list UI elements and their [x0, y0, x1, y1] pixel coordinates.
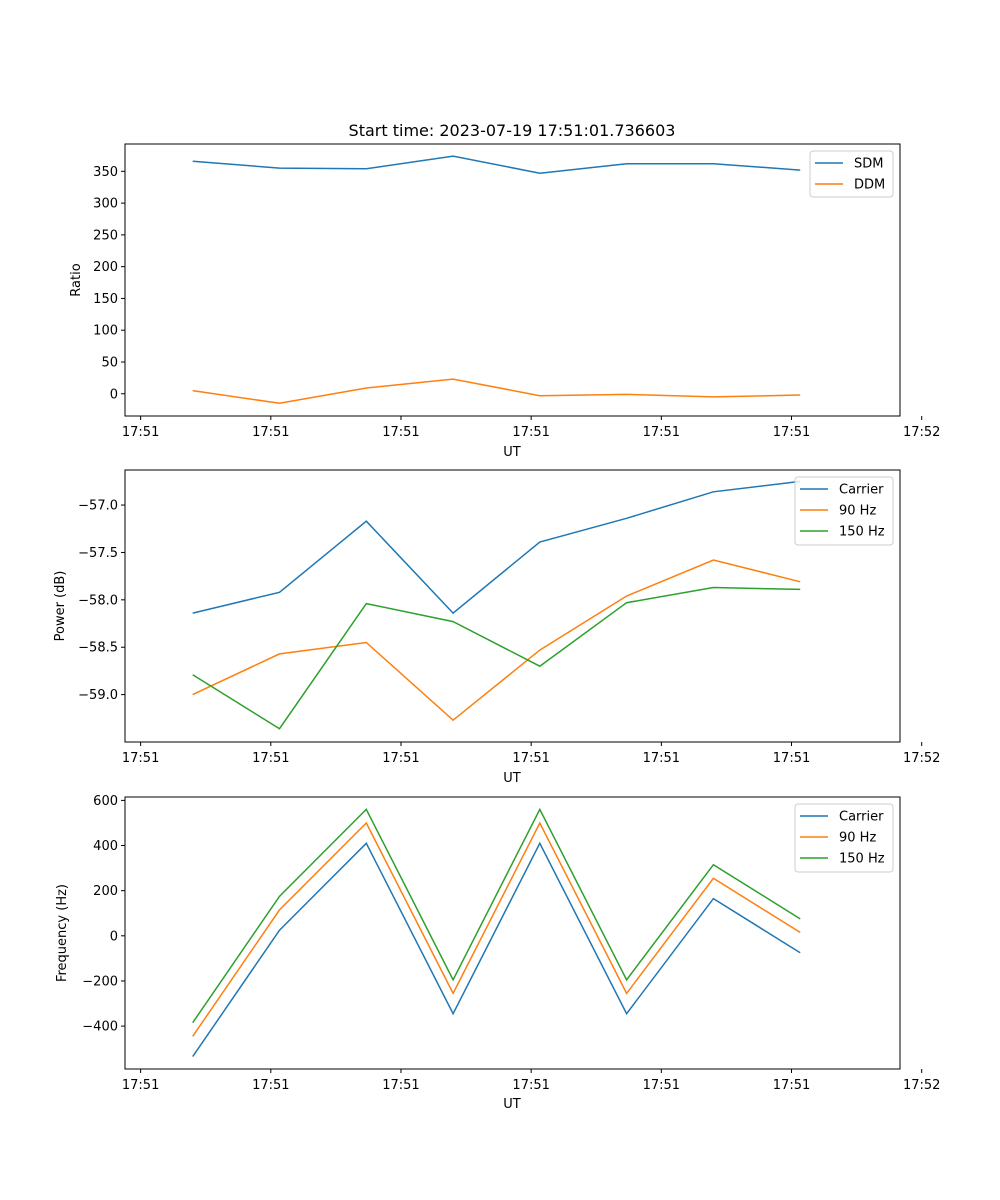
frequency-y-axis-label: Frequency (Hz) — [55, 884, 70, 982]
ratio-x-tick-label: 17:52 — [903, 425, 940, 440]
power-y-tick-label: −57.0 — [78, 499, 118, 514]
frequency-series-line-carrier — [192, 841, 801, 1058]
frequency-legend-box — [794, 803, 894, 873]
ratio-x-tick-label: 17:51 — [773, 425, 810, 440]
frequency-series-line-150hz — [192, 807, 801, 1024]
ratio-series-line-sdm — [192, 155, 801, 174]
ratio-y-tick-label: 150 — [93, 292, 118, 307]
frequency-x-tick-label: 17:51 — [382, 1078, 419, 1093]
frequency-y-tick-label: 600 — [93, 794, 118, 809]
frequency-plot-frame — [124, 796, 901, 1070]
ratio-x-tick-label: 17:51 — [252, 425, 289, 440]
power-legend-label-carrier: Carrier — [839, 483, 884, 498]
frequency-y-tick-label: −200 — [82, 974, 118, 989]
frequency-series — [192, 807, 801, 1058]
ratio-x-tick-label: 17:51 — [512, 425, 549, 440]
ratio-x-tick-label: 17:51 — [122, 425, 159, 440]
ratio-y-tick-label: 200 — [93, 260, 118, 275]
power-series-line-90hz — [192, 559, 801, 722]
power-legend-box — [794, 476, 894, 546]
power-series-line-carrier — [192, 480, 801, 615]
ratio-y-tick-label: 350 — [93, 165, 118, 180]
ratio-y-tick-label: 50 — [101, 355, 118, 370]
ratio-y-axis-label: Ratio — [69, 263, 84, 296]
ratio-y-tick-label: 250 — [93, 228, 118, 243]
power-y-axis-label: Power (dB) — [53, 571, 68, 642]
frequency-x-tick-label: 17:52 — [903, 1078, 940, 1093]
frequency-ticks: −400 −200 0 200 400 600 17:51 17:51 17:51 17:51 17… — [82, 794, 940, 1093]
power-ticks: −59.0 −58.5 −58.0 −57.5 −57.0 17:51 17:51 17:51… — [78, 499, 940, 766]
ratio-x-axis-label: UT — [503, 445, 521, 460]
power-legend-label-90hz: 90 Hz — [839, 504, 876, 519]
frequency-y-tick-label: 0 — [110, 929, 118, 944]
ratio-x-tick-label: 17:51 — [382, 425, 419, 440]
power-x-axis-label: UT — [503, 771, 521, 786]
frequency-x-tick-label: 17:51 — [252, 1078, 289, 1093]
power-x-tick-label: 17:51 — [382, 751, 419, 766]
frequency-x-tick-label: 17:51 — [122, 1078, 159, 1093]
ratio-y-tick-label: 100 — [93, 324, 118, 339]
frequency-x-tick-label: 17:51 — [512, 1078, 549, 1093]
power-series-line-150hz — [192, 586, 801, 730]
power-legend: Carrier 90 Hz 150 Hz — [794, 476, 894, 546]
ratio-plot-frame — [124, 143, 901, 417]
ratio-y-tick-label: 0 — [110, 387, 118, 402]
power-x-tick-label: 17:51 — [773, 751, 810, 766]
power-panel: −59.0 −58.5 −58.0 −57.5 −57.0 17:51 17:51 17:51… — [53, 469, 940, 786]
power-x-tick-label: 17:51 — [252, 751, 289, 766]
frequency-x-axis-label: UT — [503, 1097, 521, 1112]
ratio-legend: SDM DDM — [809, 150, 894, 198]
power-y-tick-label: −59.0 — [78, 688, 118, 703]
ratio-legend-label-sdm: SDM — [854, 157, 883, 172]
ratio-y-tick-label: 300 — [93, 197, 118, 212]
frequency-legend-label-150hz: 150 Hz — [839, 852, 885, 867]
frequency-x-tick-label: 17:51 — [643, 1078, 680, 1093]
power-x-tick-label: 17:51 — [512, 751, 549, 766]
frequency-y-tick-label: 200 — [93, 884, 118, 899]
power-x-tick-label: 17:52 — [903, 751, 940, 766]
frequency-legend-label-90hz: 90 Hz — [839, 831, 876, 846]
frequency-legend: Carrier 90 Hz 150 Hz — [794, 803, 894, 873]
power-x-tick-label: 17:51 — [643, 751, 680, 766]
ratio-series — [192, 155, 801, 405]
frequency-y-tick-label: 400 — [93, 839, 118, 854]
power-y-tick-label: −58.5 — [78, 641, 118, 656]
frequency-x-tick-label: 17:51 — [773, 1078, 810, 1093]
power-legend-label-150hz: 150 Hz — [839, 525, 885, 540]
power-x-tick-label: 17:51 — [122, 751, 159, 766]
frequency-legend-label-carrier: Carrier — [839, 810, 884, 825]
frequency-y-tick-label: −400 — [82, 1020, 118, 1035]
ratio-x-tick-label: 17:51 — [643, 425, 680, 440]
power-plot-frame — [124, 469, 901, 743]
frequency-panel: −400 −200 0 200 400 600 17:51 17:51 17:51 17:51 17… — [55, 794, 940, 1112]
ratio-panel: Start time: 2023-07-19 17:51:01.736603 0… — [69, 121, 940, 460]
power-y-tick-label: −57.5 — [78, 546, 118, 561]
power-series — [192, 480, 801, 730]
ratio-legend-label-ddm: DDM — [854, 178, 885, 193]
chart-title: Start time: 2023-07-19 17:51:01.736603 — [349, 121, 676, 140]
frequency-series-line-90hz — [192, 821, 801, 1037]
ratio-series-line-ddm — [192, 378, 801, 405]
power-y-tick-label: −58.0 — [78, 593, 118, 608]
ratio-ticks: 0 50 100 150 200 250 300 350 17:51 17:51 17:51 17:5… — [93, 165, 940, 440]
